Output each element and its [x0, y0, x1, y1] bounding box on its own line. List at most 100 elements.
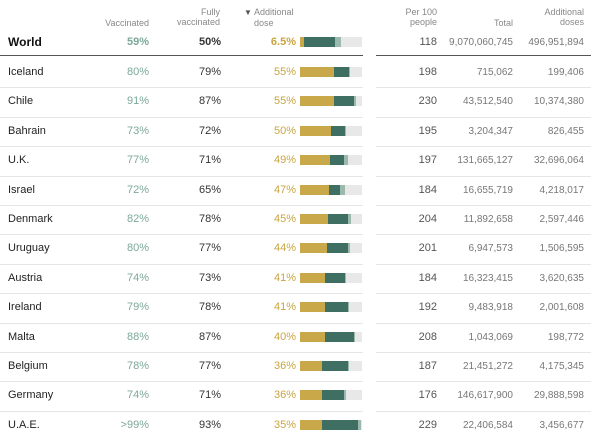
per-100-value: 198 — [418, 66, 437, 78]
bar-segment-partial — [344, 390, 346, 401]
fully-vaccinated-value: 79% — [198, 66, 221, 78]
header-per-100[interactable]: Per 100 people — [385, 7, 437, 27]
fully-vaccinated-value: 73% — [198, 271, 221, 284]
additional-dose-value: 40% — [273, 330, 296, 343]
header-total[interactable]: Total — [493, 18, 513, 28]
country-name: U.K. — [8, 154, 30, 167]
vaccinated-value: 73% — [126, 124, 149, 137]
header-additional-label: Additional — [253, 7, 294, 17]
total-doses-value: 11,892,658 — [463, 214, 513, 225]
bar-segment-partial — [345, 272, 346, 283]
country-name: Israel — [8, 183, 35, 196]
header-fully-vaccinated[interactable]: Fully vaccinated — [160, 7, 220, 27]
header-additional-dose[interactable]: ▼ Additional dose — [244, 7, 324, 28]
additional-dose-value: 44% — [273, 242, 296, 255]
bar-segment-fully — [325, 272, 346, 283]
additional-dose-value: 36% — [273, 389, 296, 402]
country-name: Malta — [8, 330, 35, 343]
per-100-value: 176 — [418, 389, 437, 402]
country-name: Chile — [8, 95, 34, 108]
additional-doses-value: 496,951,894 — [528, 37, 584, 48]
bar-segment-additional — [300, 361, 323, 371]
bar-segment-fully — [327, 214, 349, 224]
bar-segment-partial — [353, 331, 355, 342]
table-row: Iceland 80% 79% 55% 198 715,062 199,406 — [0, 58, 599, 87]
row-divider — [376, 322, 591, 324]
bar-segment-partial — [347, 361, 349, 371]
row-divider — [0, 293, 363, 295]
table-row: Ireland 79% 78% 41% 192 9,483,918 2,001,608 — [0, 293, 599, 322]
bar-segment-additional — [300, 96, 335, 107]
country-name: Iceland — [8, 66, 44, 78]
row-divider — [0, 205, 363, 206]
bar-segment-additional — [300, 214, 328, 224]
row-divider — [376, 205, 591, 206]
country-name: U.A.E. — [8, 418, 40, 431]
bar-segment-fully — [304, 37, 336, 47]
country-name: Uruguay — [8, 242, 50, 255]
fully-vaccinated-value: 78% — [198, 213, 221, 225]
total-doses-value: 21,451,272 — [462, 361, 513, 372]
bar-segment-additional — [300, 155, 331, 166]
bar-segment-additional — [300, 419, 322, 430]
bar-segment-additional — [300, 272, 326, 283]
total-doses-value: 22,406,584 — [462, 419, 513, 431]
additional-doses-value: 2,597,446 — [539, 214, 585, 225]
additional-doses-value: 198,772 — [547, 331, 584, 343]
fully-vaccinated-value: 71% — [198, 154, 221, 167]
vaccination-bar — [300, 272, 362, 283]
row-divider — [376, 352, 591, 353]
total-doses-value: 715,062 — [476, 67, 513, 78]
header-vaccinated[interactable]: Vaccinated — [105, 18, 149, 28]
bar-segment-partial — [344, 155, 348, 166]
row-divider — [0, 410, 363, 412]
total-doses-value: 3,204,347 — [468, 125, 514, 137]
bar-segment-additional — [300, 37, 305, 47]
bar-segment-additional — [300, 125, 331, 136]
fully-vaccinated-value: 77% — [198, 242, 221, 255]
vaccinated-value: 79% — [126, 301, 149, 314]
vaccination-bar — [300, 302, 362, 313]
header-additional-doses[interactable]: Additional doses — [524, 7, 584, 27]
country-name: Denmark — [8, 213, 53, 225]
per-100-value: 230 — [418, 95, 437, 108]
vaccinated-value: 78% — [126, 360, 149, 372]
additional-doses-value: 32,696,064 — [533, 155, 584, 167]
additional-doses-value: 199,406 — [547, 67, 584, 78]
fully-vaccinated-value: 93% — [198, 418, 221, 431]
table-row: Bahrain 73% 72% 50% 195 3,204,347 826,455 — [0, 117, 599, 146]
total-doses-value: 9,070,060,745 — [449, 37, 513, 48]
vaccinated-value: 74% — [126, 271, 149, 284]
vaccinated-value: 82% — [126, 213, 149, 225]
table-header: Vaccinated Fully vaccinated ▼ Additional… — [0, 0, 599, 30]
vaccination-bar — [300, 419, 362, 430]
row-divider — [0, 263, 363, 265]
bar-segment-fully — [327, 243, 348, 254]
vaccinated-value: 88% — [126, 330, 149, 343]
fully-vaccinated-value: 65% — [198, 183, 221, 196]
per-100-value: 118 — [419, 36, 437, 48]
row-divider — [376, 87, 591, 89]
additional-doses-value: 4,218,017 — [539, 184, 585, 196]
additional-doses-value: 3,456,677 — [539, 419, 585, 431]
country-name: Ireland — [8, 301, 42, 314]
additional-dose-value: 6.5% — [270, 36, 296, 48]
table-row: Israel 72% 65% 47% 184 16,655,719 4,218,017 — [0, 176, 599, 205]
vaccination-bar — [300, 390, 362, 401]
vaccinated-value: 80% — [126, 242, 149, 255]
additional-dose-value: 41% — [273, 301, 296, 314]
additional-doses-value: 3,620,635 — [539, 272, 585, 284]
table-row: Uruguay 80% 77% 44% 201 6,947,573 1,506,595 — [0, 234, 599, 263]
bar-segment-partial — [344, 125, 346, 136]
total-doses-value: 1,043,069 — [468, 331, 514, 343]
table-row: Chile 91% 87% 55% 230 43,512,540 10,374,380 — [0, 87, 599, 116]
fully-vaccinated-value: 87% — [198, 330, 221, 343]
additional-dose-value: 55% — [273, 66, 296, 78]
country-name: World — [8, 35, 42, 49]
fully-vaccinated-value: 77% — [198, 360, 221, 372]
bar-segment-partial — [340, 184, 345, 195]
country-name: Belgium — [8, 360, 48, 372]
bar-segment-fully — [331, 125, 345, 136]
vaccinated-value: >99% — [120, 418, 149, 431]
additional-doses-value: 826,455 — [547, 125, 584, 137]
